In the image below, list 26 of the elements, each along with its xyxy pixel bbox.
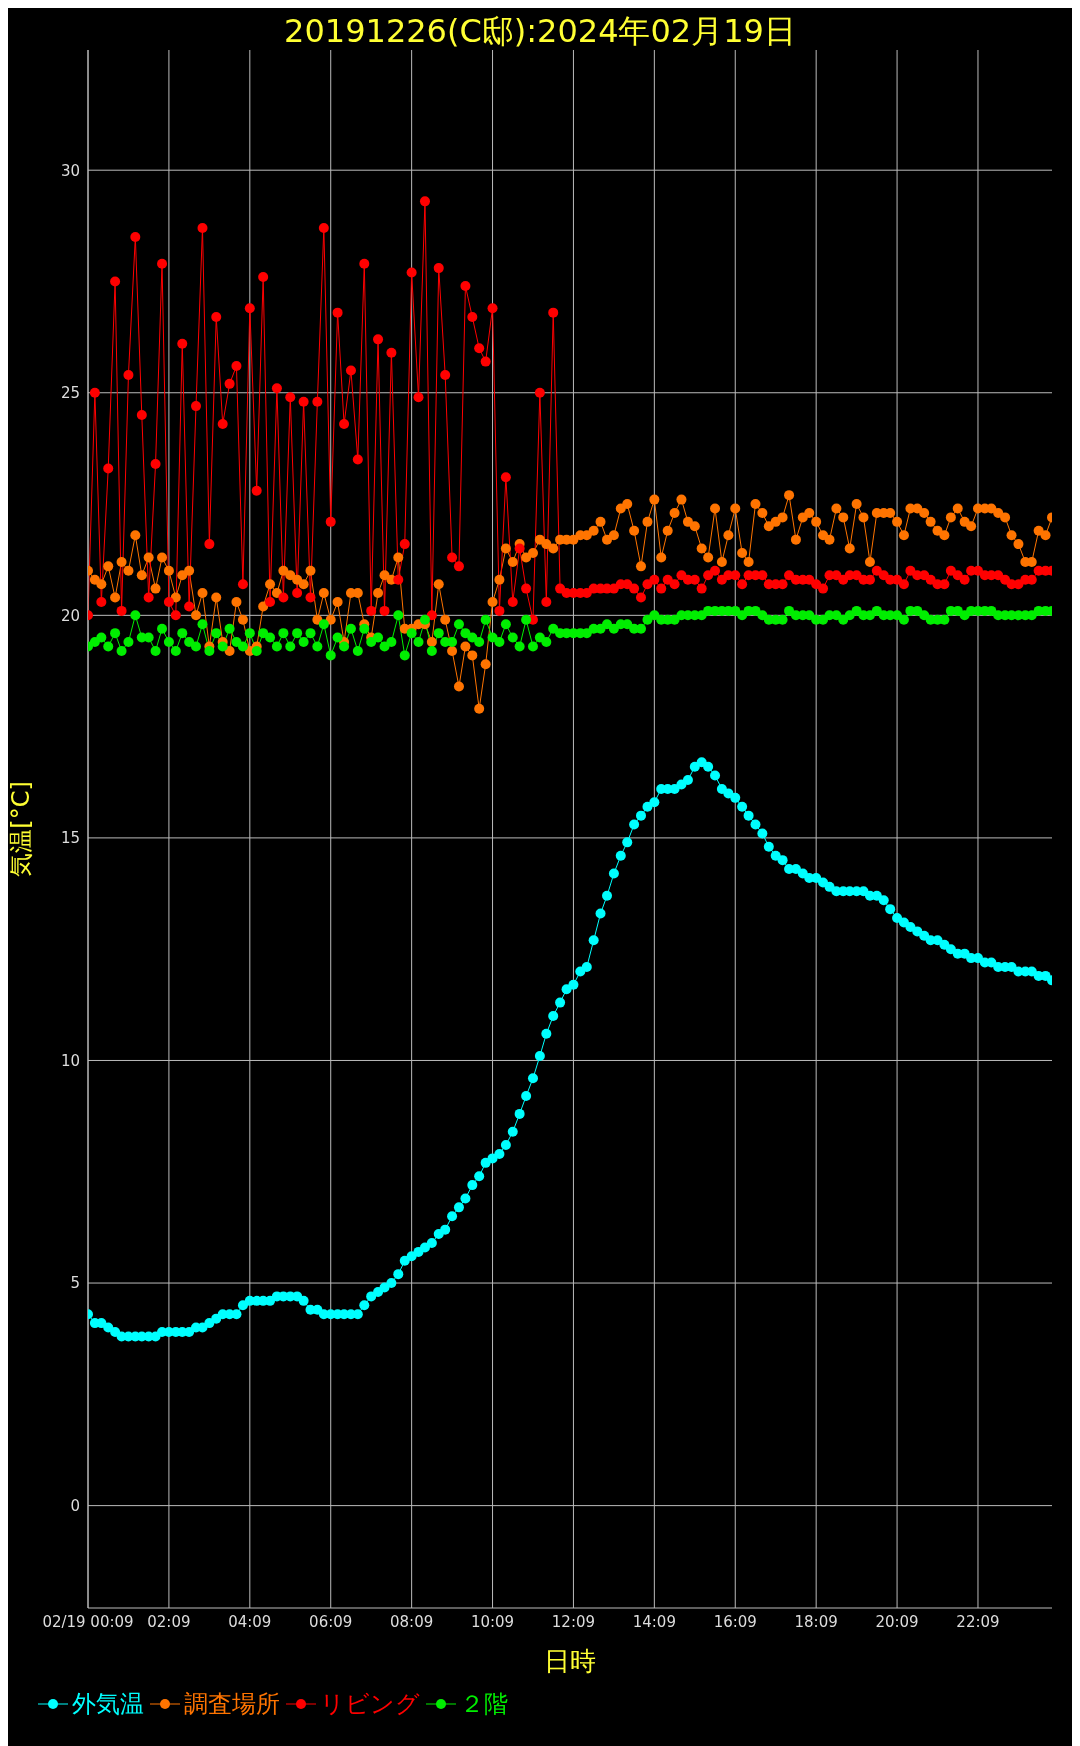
chart-title: 20191226(C邸):2024年02月19日 bbox=[283, 11, 797, 50]
legend-label: 外気温 bbox=[71, 1689, 144, 1720]
x-tick-label: 02/19 00:09 bbox=[42, 1612, 134, 1631]
y-tick-label: 5 bbox=[70, 1274, 80, 1293]
y-tick-label: 0 bbox=[70, 1496, 80, 1515]
x-tick-label: 06:09 bbox=[309, 1612, 353, 1631]
x-tick-label: 02:09 bbox=[147, 1612, 191, 1631]
legend-label: ２階 bbox=[459, 1689, 508, 1720]
legend-label: 調査場所 bbox=[183, 1689, 280, 1720]
x-tick-label: 10:09 bbox=[470, 1612, 515, 1631]
y-tick-label: 10 bbox=[60, 1051, 80, 1070]
x-tick-label: 08:09 bbox=[390, 1612, 434, 1631]
x-tick-label: 14:09 bbox=[632, 1612, 676, 1631]
x-tick-label: 04:09 bbox=[228, 1612, 272, 1631]
y-tick-label: 20 bbox=[60, 606, 80, 625]
y-axis-title: 気温[°C] bbox=[6, 781, 35, 877]
x-tick-label: 20:09 bbox=[875, 1612, 919, 1631]
x-tick-label: 16:09 bbox=[713, 1612, 757, 1631]
x-tick-label: 18:09 bbox=[794, 1612, 838, 1631]
y-tick-label: 25 bbox=[60, 384, 80, 403]
x-tick-label: 22:09 bbox=[956, 1612, 1000, 1631]
x-tick-label: 12:09 bbox=[551, 1612, 596, 1631]
x-axis-title: 日時 bbox=[544, 1646, 596, 1676]
y-tick-label: 30 bbox=[60, 161, 80, 180]
legend-label: リビング bbox=[319, 1689, 420, 1720]
y-tick-label: 15 bbox=[60, 829, 80, 848]
